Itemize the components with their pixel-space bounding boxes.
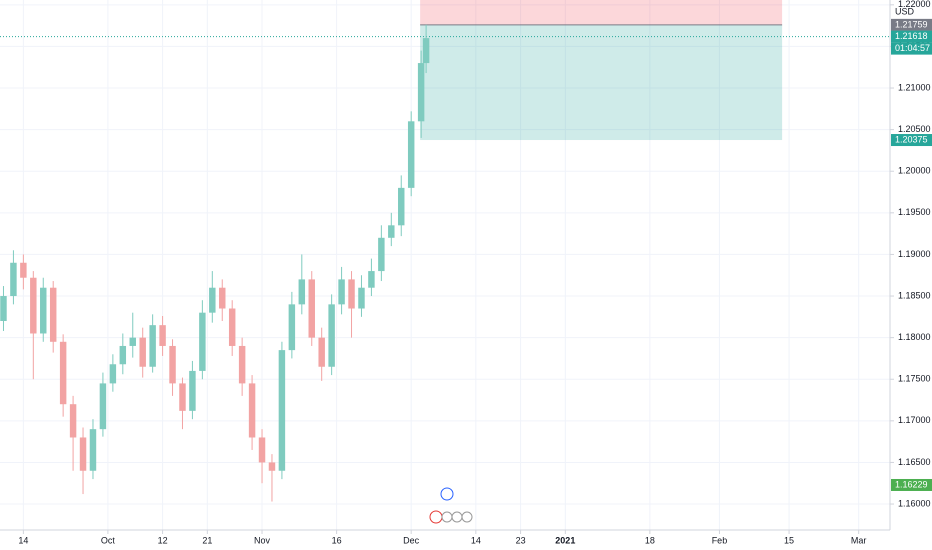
candle-body [338, 279, 345, 305]
price-tag [891, 18, 932, 31]
candle-body [0, 296, 7, 321]
candle-body [248, 383, 256, 438]
candle-body [89, 429, 97, 471]
y-tick-label: 1.21000 [898, 82, 931, 92]
candle-body [238, 345, 246, 384]
x-tick-label: 12 [158, 535, 168, 545]
y-tick-label: 1.17000 [898, 415, 931, 425]
price-tag [891, 134, 932, 147]
candle-body [109, 364, 117, 384]
candle-body [417, 63, 425, 122]
candle-body [49, 287, 57, 342]
candle-body [20, 262, 27, 278]
price-tag [891, 478, 932, 491]
candle-body [422, 38, 430, 64]
candle-body [388, 225, 395, 238]
candle-body [318, 337, 325, 367]
candle-body [209, 287, 216, 313]
event-icon [441, 511, 453, 523]
candle-body [308, 279, 315, 338]
candle-body [398, 187, 405, 226]
y-tick-label: 1.20000 [898, 166, 931, 176]
y-tick-label: 1.18500 [898, 290, 931, 300]
candle-body [258, 437, 266, 463]
x-tick-label: 21 [202, 535, 212, 545]
x-tick-label: 16 [332, 535, 342, 545]
candle-body [169, 345, 176, 384]
event-icon [429, 510, 443, 524]
y-tick-label: 1.20500 [898, 124, 931, 134]
x-tick-label: 18 [645, 535, 655, 545]
candle-body [10, 262, 17, 297]
candle-body [40, 287, 47, 334]
price-tag [891, 30, 932, 43]
candle-body [159, 325, 166, 346]
candle-body [298, 279, 306, 305]
price-tag-label: 1.20375 [895, 134, 928, 144]
candle-body [368, 271, 375, 288]
x-tick-label: Mar [851, 535, 867, 545]
x-tick-label: 2021 [555, 535, 575, 545]
price-tag-label: 1.21759 [895, 19, 928, 29]
candle-body [139, 337, 146, 367]
candle-body [99, 383, 107, 430]
countdown-tag [891, 42, 932, 55]
candle-body [189, 370, 196, 411]
candle-body [30, 277, 37, 334]
x-tick-label: 14 [471, 535, 481, 545]
plot-area [0, 0, 890, 502]
price-tag-label: 1.21618 [895, 31, 928, 41]
x-tick-label: 23 [516, 535, 526, 545]
event-icons [429, 487, 473, 524]
price-tag-label: 1.16229 [895, 479, 928, 489]
axes: 1.16000 1.16500 1.17000 1.17500 1.18000 1.185… [18, 0, 932, 545]
candle-body [348, 279, 355, 309]
x-tick-label: Oct [101, 535, 116, 545]
candle-body [378, 237, 385, 272]
candle-body [179, 383, 186, 411]
x-tick-label: Nov [254, 535, 271, 545]
y-tick-label: 1.17500 [898, 374, 931, 384]
event-icon [440, 487, 454, 501]
candle-body [119, 345, 127, 365]
candle-body [219, 287, 226, 309]
currency-label: USD [895, 6, 915, 16]
candle-body [358, 287, 365, 309]
grid [0, 0, 890, 530]
x-tick-label: 15 [784, 535, 794, 545]
countdown-label: 01:04:57 [895, 43, 930, 53]
candle-body [199, 312, 206, 371]
candle-body [228, 308, 236, 346]
candle-body [268, 462, 276, 471]
x-tick-label: 14 [18, 535, 28, 545]
y-tick-label: 1.16000 [898, 498, 931, 508]
candle-body [129, 337, 136, 346]
event-icon [451, 511, 463, 523]
x-tick-label: Dec [403, 535, 420, 545]
y-tick-label: 1.16500 [898, 457, 931, 467]
candle-body [407, 121, 415, 188]
x-tick-label: Feb [712, 535, 728, 545]
candle-body [69, 404, 77, 438]
y-tick-label: 1.18000 [898, 332, 931, 342]
candle-body [288, 304, 296, 351]
y-tick-label: 1.19000 [898, 249, 931, 259]
target-zone [420, 24, 783, 141]
candle-body [149, 325, 156, 367]
stop-zone [420, 0, 783, 25]
y-tick-label: 1.22000 [898, 0, 931, 9]
candle-body [79, 437, 87, 471]
candle-body [59, 341, 67, 405]
candle-body [328, 304, 335, 367]
y-tick-label: 1.19500 [898, 207, 931, 217]
event-icon [461, 511, 473, 523]
candle-body [278, 350, 286, 471]
